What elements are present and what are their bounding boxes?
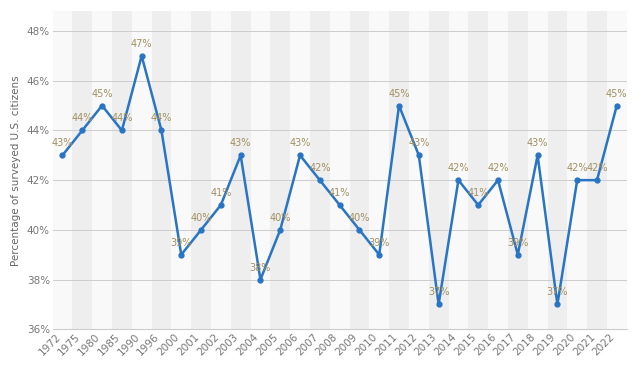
- Text: 39%: 39%: [507, 238, 529, 248]
- Bar: [310, 11, 330, 329]
- Text: 37%: 37%: [428, 287, 449, 297]
- Text: 41%: 41%: [210, 188, 232, 198]
- Text: 42%: 42%: [309, 163, 331, 173]
- Bar: [389, 11, 409, 329]
- Bar: [231, 11, 250, 329]
- Text: 42%: 42%: [566, 163, 588, 173]
- Text: 43%: 43%: [527, 138, 548, 148]
- Text: 39%: 39%: [171, 238, 192, 248]
- Bar: [508, 11, 528, 329]
- Text: 41%: 41%: [329, 188, 350, 198]
- Text: 42%: 42%: [447, 163, 469, 173]
- Y-axis label: Percentage of surveyed U.S. citizens: Percentage of surveyed U.S. citizens: [11, 75, 21, 266]
- Text: 43%: 43%: [289, 138, 311, 148]
- Bar: [547, 11, 567, 329]
- Bar: [429, 11, 449, 329]
- Bar: [587, 11, 607, 329]
- Text: 42%: 42%: [487, 163, 509, 173]
- Bar: [191, 11, 211, 329]
- Bar: [468, 11, 488, 329]
- Text: 42%: 42%: [586, 163, 608, 173]
- Text: 43%: 43%: [230, 138, 252, 148]
- Bar: [270, 11, 290, 329]
- Text: 40%: 40%: [190, 213, 212, 223]
- Text: 44%: 44%: [111, 114, 132, 124]
- Text: 39%: 39%: [369, 238, 390, 248]
- Bar: [112, 11, 132, 329]
- Bar: [349, 11, 369, 329]
- Text: 40%: 40%: [269, 213, 291, 223]
- Text: 38%: 38%: [250, 263, 271, 273]
- Text: 44%: 44%: [72, 114, 93, 124]
- Text: 45%: 45%: [606, 89, 628, 99]
- Text: 41%: 41%: [468, 188, 489, 198]
- Text: 44%: 44%: [151, 114, 172, 124]
- Text: 45%: 45%: [92, 89, 113, 99]
- Text: 40%: 40%: [349, 213, 370, 223]
- Text: 37%: 37%: [547, 287, 568, 297]
- Text: 45%: 45%: [388, 89, 410, 99]
- Bar: [152, 11, 172, 329]
- Bar: [72, 11, 92, 329]
- Text: 43%: 43%: [52, 138, 73, 148]
- Text: 47%: 47%: [131, 39, 152, 49]
- Text: 43%: 43%: [408, 138, 429, 148]
